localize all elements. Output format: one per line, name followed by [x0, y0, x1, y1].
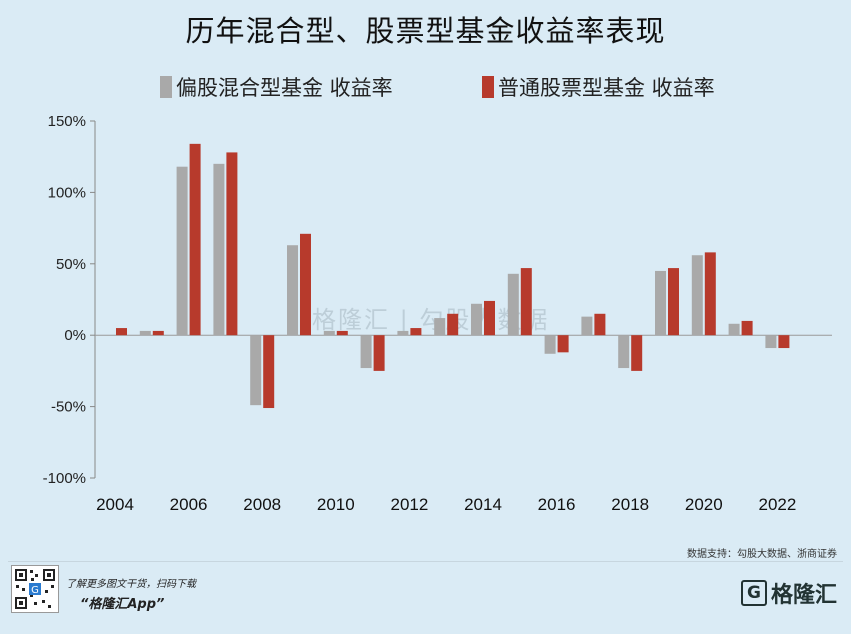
bar-hybrid-2020	[691, 255, 703, 336]
bar-chart: -100% -50% 0% 50% 100% 150% 2004 2006 2008 2010 20…	[43, 113, 832, 514]
y-tick-label: -100%	[43, 470, 86, 487]
x-tick-label: 2010	[317, 495, 355, 514]
x-tick-label: 2014	[464, 495, 502, 514]
bar-hybrid-2008	[250, 335, 262, 406]
y-tick-label: 100%	[48, 184, 86, 201]
bar-stock-2017	[594, 313, 606, 336]
x-tick-label: 2012	[390, 495, 428, 514]
bar-hybrid-2010	[323, 330, 335, 336]
bar-hybrid-2012	[397, 330, 409, 336]
brand-logo: G 格隆汇	[740, 577, 837, 609]
bar-hybrid-2011	[360, 335, 372, 369]
bar-hybrid-2007	[213, 163, 225, 336]
promo-text: 了解更多图文干货，扫码下载	[66, 579, 196, 590]
bar-stock-2021	[741, 320, 753, 336]
x-tick-label: 2006	[170, 495, 208, 514]
bar-stock-2009	[300, 233, 311, 336]
bar-hybrid-2021	[728, 323, 740, 336]
legend-item-hybrid: 偏股混合型基金 收益率	[160, 72, 393, 102]
x-tick-label: 2022	[758, 495, 796, 514]
bar-stock-2014	[484, 300, 495, 336]
bar-hybrid-2016	[544, 335, 556, 354]
legend-swatch-hybrid	[160, 76, 172, 98]
x-tick-label: 2020	[685, 495, 723, 514]
x-tick-label: 2016	[538, 495, 576, 514]
bar-stock-2008	[263, 335, 275, 409]
bar-stock-2016	[557, 335, 569, 353]
bar-stock-2022	[778, 335, 790, 349]
bar-stock-2007	[226, 152, 238, 336]
y-tick-label: 50%	[56, 256, 86, 273]
bar-hybrid-2017	[581, 316, 593, 336]
bar-stock-2013	[447, 313, 459, 336]
bar-stock-2018	[631, 335, 643, 371]
legend-label-hybrid: 偏股混合型基金 收益率	[176, 76, 393, 100]
footer-divider	[8, 561, 843, 562]
bar-hybrid-2015	[507, 273, 519, 336]
bar-stock-2005	[152, 330, 164, 336]
bar-hybrid-2009	[287, 245, 298, 336]
bar-stock-2019	[668, 268, 679, 336]
bar-hybrid-2013	[434, 318, 446, 336]
bar-hybrid-2022	[765, 335, 777, 349]
x-tick-label: 2018	[611, 495, 649, 514]
y-tick-label: -50%	[51, 399, 86, 416]
x-tick-label: 2008	[243, 495, 281, 514]
bar-hybrid-2005	[139, 330, 151, 336]
data-source: 数据支持：勾股大数据、浙商证券	[687, 549, 837, 560]
bar-hybrid-2018	[618, 335, 630, 369]
legend-item-stock: 普通股票型基金 收益率	[482, 72, 715, 102]
bar-hybrid-2006	[176, 166, 188, 336]
chart-title: 历年混合型、股票型基金收益率表现	[185, 14, 666, 48]
bar-stock-2004	[116, 328, 127, 336]
brand-mark-icon: G	[740, 580, 767, 606]
y-tick-label: 0%	[64, 327, 86, 344]
bar-stock-2011	[373, 335, 385, 371]
brand-name: 格隆汇	[770, 583, 837, 608]
bar-stock-2006	[189, 143, 201, 336]
x-tick-label: 2004	[96, 495, 134, 514]
qr-code-icon: G	[11, 565, 59, 613]
bar-hybrid-2019	[655, 270, 666, 336]
bar-stock-2012	[410, 328, 422, 336]
legend-label-stock: 普通股票型基金 收益率	[498, 76, 715, 100]
chart-legend: 偏股混合型基金 收益率 普通股票型基金 收益率	[0, 72, 851, 102]
y-tick-label: 150%	[48, 113, 86, 130]
promo-app-name: “格隆汇App”	[80, 597, 165, 612]
legend-swatch-stock	[482, 76, 494, 98]
bar-hybrid-2014	[471, 303, 482, 336]
bar-stock-2015	[520, 268, 532, 336]
bar-stock-2020	[704, 252, 716, 336]
svg-text:G: G	[31, 585, 39, 596]
bar-stock-2010	[336, 330, 348, 336]
